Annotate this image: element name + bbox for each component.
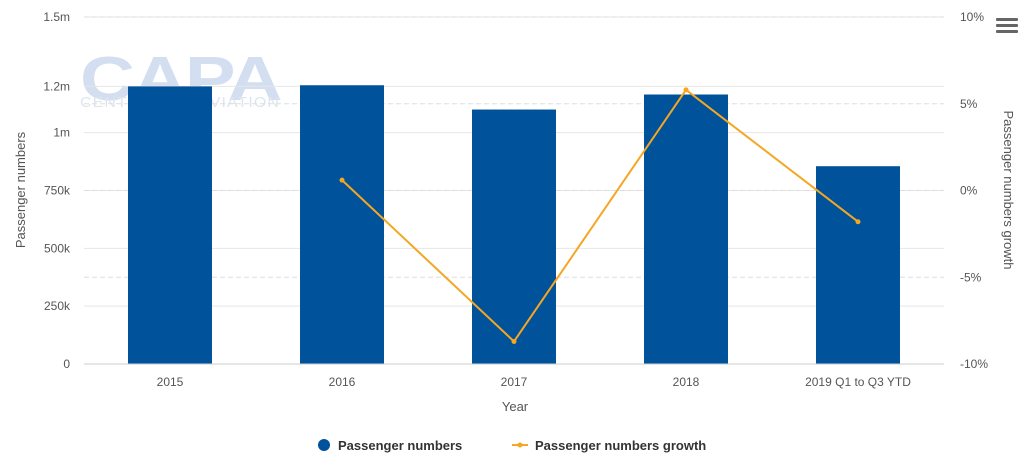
bar[interactable] — [816, 166, 900, 364]
line-point[interactable] — [511, 338, 517, 344]
legend-symbol-point — [517, 442, 523, 448]
bar[interactable] — [644, 94, 728, 364]
hamburger-menu-icon[interactable] — [996, 18, 1018, 38]
y-tick-label: 1.5m — [43, 10, 70, 24]
menu-bar — [996, 24, 1018, 27]
x-tick-label: 2018 — [673, 375, 700, 389]
bar[interactable] — [300, 85, 384, 364]
y-axis-title: Passenger numbers — [13, 131, 28, 248]
line-point[interactable] — [683, 87, 689, 93]
growth-line — [341, 88, 859, 343]
legend-item-passenger-numbers[interactable]: Passenger numbers — [318, 438, 462, 453]
x-tick-label: 2015 — [157, 375, 184, 389]
y-tick-label: 0 — [63, 357, 70, 371]
y-tick-label: 1.2m — [43, 79, 70, 93]
bar-series — [128, 85, 900, 365]
line-series — [339, 87, 861, 344]
y-tick-label: 750k — [44, 184, 71, 198]
x-tick-label: 2017 — [501, 375, 528, 389]
y2-tick-label: -5% — [960, 270, 982, 284]
x-axis-ticks: 2015 2016 2017 2018 2019 Q1 to Q3 YTD — [84, 363, 944, 389]
y-tick-label: 1m — [53, 126, 70, 140]
bar[interactable] — [472, 109, 556, 365]
y2-axis-title: Passenger numbers growth — [1001, 111, 1016, 270]
x-tick-label: 2016 — [329, 375, 356, 389]
legend-item-passenger-numbers-growth[interactable]: Passenger numbers growth — [512, 438, 706, 453]
legend-symbol — [318, 439, 330, 451]
line-point[interactable] — [339, 177, 345, 183]
y-axis-ticks: 0 250k 500k 750k 1m 1.2m 1.5m — [43, 10, 71, 371]
y2-tick-label: -10% — [960, 357, 988, 371]
x-tick-label: 2019 Q1 to Q3 YTD — [805, 375, 911, 389]
line-point[interactable] — [855, 219, 861, 225]
legend-label: Passenger numbers — [338, 438, 462, 453]
y2-tick-label: 10% — [960, 10, 984, 24]
y-tick-label: 500k — [44, 241, 71, 255]
legend: Passenger numbers Passenger numbers growt… — [318, 438, 706, 453]
legend-label: Passenger numbers growth — [535, 438, 706, 453]
x-axis-title: Year — [502, 399, 529, 414]
y-tick-label: 250k — [44, 299, 71, 313]
bar[interactable] — [128, 86, 212, 365]
menu-bar — [996, 18, 1018, 21]
y2-tick-label: 0% — [960, 184, 978, 198]
y2-tick-label: 5% — [960, 97, 978, 111]
y2-axis-ticks: -10% -5% 0% 5% 10% — [960, 10, 988, 371]
menu-bar — [996, 30, 1018, 33]
